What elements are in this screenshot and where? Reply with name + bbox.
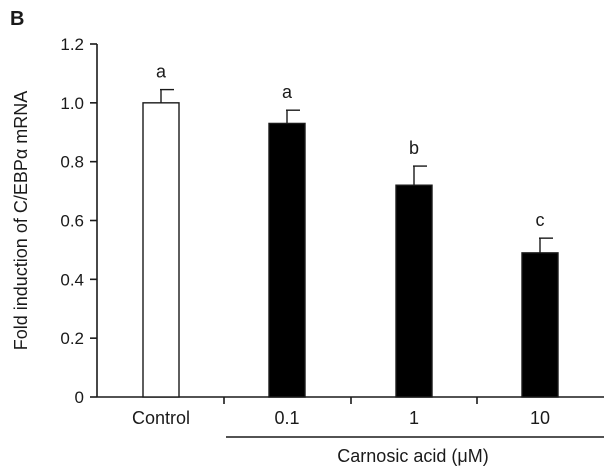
- x-tick-label: 0.1: [274, 408, 299, 428]
- y-tick-label: 0: [75, 388, 84, 407]
- y-tick-label: 0.2: [60, 329, 84, 348]
- panel-label: B: [10, 8, 24, 30]
- x-tick-label: 10: [530, 408, 550, 428]
- y-tick-label: 1.0: [60, 94, 84, 113]
- y-tick-label: 0.6: [60, 212, 84, 231]
- significance-label: a: [156, 62, 167, 82]
- y-tick-label: 1.2: [60, 35, 84, 54]
- y-tick-label: 0.4: [60, 270, 84, 289]
- bar-2: [395, 184, 433, 398]
- bars: [142, 88, 559, 398]
- y-axis-label: Fold induction of C/EBPα mRNA: [11, 91, 31, 351]
- significance-label: a: [282, 82, 293, 102]
- bar-0: [142, 102, 180, 398]
- axes: [90, 43, 604, 438]
- y-tick-label: 0.8: [60, 153, 84, 172]
- x-group-label: Carnosic acid (μM): [337, 446, 488, 466]
- bar-1: [268, 122, 306, 398]
- bar-3: [521, 252, 559, 398]
- labels: 0 0.2 0.4 0.6 0.8 1.0 1.2 a Control a 0.1 b 1 c 10 Carn…: [11, 35, 550, 466]
- x-tick-label: Control: [132, 408, 190, 428]
- significance-label: b: [409, 138, 419, 158]
- x-tick-label: 1: [409, 408, 419, 428]
- significance-label: c: [536, 210, 545, 230]
